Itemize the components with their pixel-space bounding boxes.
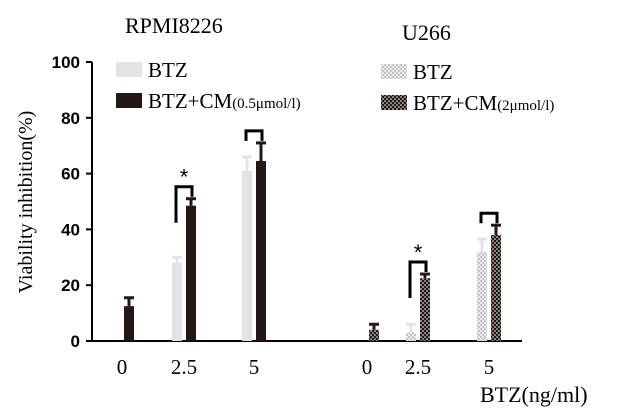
x-tick-label: 0 xyxy=(362,355,373,379)
legend-label: BTZ xyxy=(413,60,453,84)
bar xyxy=(420,278,430,341)
panel-title-rpmi8226: RPMI8226 xyxy=(125,13,223,38)
legend-swatch xyxy=(381,64,407,79)
y-tick-label: 80 xyxy=(61,109,80,128)
significance-bracket xyxy=(479,211,499,224)
y-tick-label: 100 xyxy=(52,53,80,72)
x-tick-label: 2.5 xyxy=(171,355,197,379)
y-tick-label: 0 xyxy=(71,332,80,351)
significance-bracket xyxy=(408,260,428,299)
x-tick-label: 0 xyxy=(117,355,128,379)
x-axis-label: BTZ(ng/ml) xyxy=(480,382,588,407)
x-tick-label: 2.5 xyxy=(405,355,431,379)
significance-star: * xyxy=(414,240,423,265)
legend-label: BTZ+CM(2μmol/l) xyxy=(413,91,554,115)
significance-star: * xyxy=(180,165,189,190)
bar xyxy=(256,161,266,341)
legend-swatch xyxy=(116,93,142,108)
bar xyxy=(406,332,416,341)
x-tick-label: 5 xyxy=(249,355,260,379)
bar xyxy=(477,251,487,341)
bar xyxy=(186,205,196,341)
legend-label: BTZ xyxy=(148,58,188,82)
legend-swatch xyxy=(116,62,142,77)
significance-bracket xyxy=(244,129,264,141)
legend-swatch xyxy=(381,95,407,110)
y-tick-label: 60 xyxy=(61,165,80,184)
y-tick-label: 20 xyxy=(61,276,80,295)
y-tick-label: 40 xyxy=(61,220,80,239)
legend-label: BTZ+CM(0.5μmol/l) xyxy=(148,89,301,113)
y-axis-label: Viability inhibition(%) xyxy=(15,111,37,294)
x-tick-label: 5 xyxy=(484,355,495,379)
bar xyxy=(369,329,379,341)
bar xyxy=(242,170,252,341)
bar xyxy=(172,262,182,341)
bar xyxy=(491,234,501,341)
bar xyxy=(124,306,134,341)
panel-title-u266: U266 xyxy=(402,20,451,45)
significance-bracket xyxy=(174,185,194,223)
